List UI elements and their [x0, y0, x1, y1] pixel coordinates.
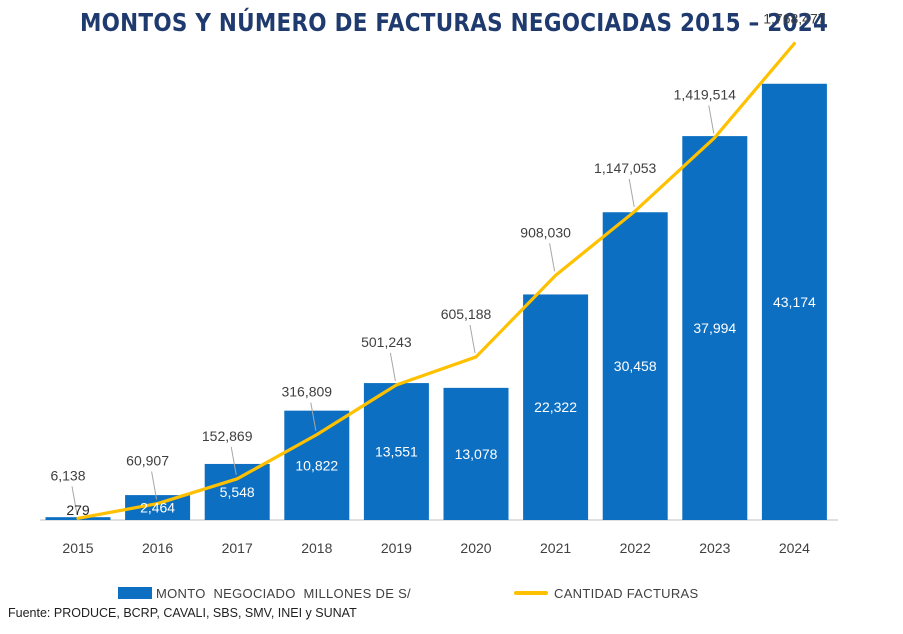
line-series-facturas — [76, 41, 797, 520]
x-tick-label-2020: 2020 — [460, 540, 491, 556]
bar-value-label-2022: 30,458 — [614, 358, 657, 374]
bar-2017 — [204, 463, 270, 520]
leaders-layer — [71, 105, 715, 515]
legend-label-monto: MONTO NEGOCIADO MILLONES DE S/ — [156, 585, 411, 601]
line-value-label-2021: 908,030 — [520, 224, 571, 240]
line-value-label-2023: 1,419,514 — [674, 87, 736, 103]
x-tick-label-2019: 2019 — [381, 540, 412, 556]
line-value-label-2022: 1,147,053 — [594, 160, 656, 176]
leader-line-2015 — [71, 486, 78, 515]
line-value-label-2017: 152,869 — [202, 428, 253, 444]
bar-value-label-2015: 279 — [66, 502, 90, 518]
line-value-label-2015: 6,138 — [50, 467, 85, 483]
bar-2022 — [602, 212, 668, 520]
source-note: Fuente: PRODUCE, BCRP, CAVALI, SBS, SMV,… — [8, 606, 357, 620]
bar-2024 — [761, 83, 827, 521]
bar-value-label-2019: 13,551 — [375, 444, 418, 460]
bar-value-label-2018: 10,822 — [295, 457, 338, 473]
x-tick-label-2022: 2022 — [620, 540, 651, 556]
leader-line-2022 — [628, 178, 635, 208]
legend-swatch-bar — [118, 587, 152, 599]
line-value-label-2020: 605,188 — [441, 306, 492, 322]
leader-line-2023 — [708, 105, 715, 134]
leader-line-2021 — [549, 243, 556, 272]
x-tick-label-2021: 2021 — [540, 540, 571, 556]
line-value-label-2019: 501,243 — [361, 334, 412, 350]
bar-2020 — [443, 387, 509, 520]
bars-layer — [45, 83, 827, 521]
bar-2018 — [284, 410, 350, 520]
bar-2021 — [523, 294, 589, 520]
line-value-label-2024: 1,768,477 — [763, 10, 825, 26]
bar-value-label-2023: 37,994 — [693, 320, 736, 336]
legend-swatch-line — [514, 591, 548, 595]
x-tick-label-2016: 2016 — [142, 540, 173, 556]
line-value-label-2016: 60,907 — [126, 453, 169, 469]
leader-line-2016 — [151, 471, 158, 500]
legend-item-facturas: CANTIDAD FACTURAS — [514, 583, 699, 603]
x-tick-label-2017: 2017 — [222, 540, 253, 556]
bar-value-label-2021: 22,322 — [534, 399, 577, 415]
x-tick-label-2018: 2018 — [301, 540, 332, 556]
legend-label-facturas: CANTIDAD FACTURAS — [554, 585, 699, 601]
legend-item-monto: MONTO NEGOCIADO MILLONES DE S/ — [118, 583, 411, 603]
x-tick-label-2015: 2015 — [62, 540, 93, 556]
line-layer — [76, 41, 797, 520]
labels-layer: 279 2,464 5,548 10,822 13,551 13,078 22,322 30,… — [50, 10, 825, 518]
bar-value-label-2017: 5,548 — [220, 484, 255, 500]
chart-title: MONTOS Y NÚMERO DE FACTURAS NEGOCIADAS 2… — [79, 8, 829, 37]
line-value-label-2018: 316,809 — [281, 384, 332, 400]
x-tick-label-2023: 2023 — [699, 540, 730, 556]
x-tick-label-2024: 2024 — [779, 540, 810, 556]
bar-value-label-2024: 43,174 — [773, 294, 816, 310]
leader-line-2020 — [469, 324, 476, 354]
x-tick-labels: 2015 2016 2017 2018 2019 2020 2021 2022 2023 2024 — [62, 540, 810, 556]
bar-2019 — [363, 383, 429, 520]
bar-value-label-2016: 2,464 — [140, 500, 175, 516]
leader-line-2018 — [310, 402, 317, 431]
leader-line-2017 — [230, 446, 237, 475]
leader-line-2019 — [389, 352, 396, 382]
bar-value-label-2020: 13,078 — [455, 446, 498, 462]
bar-2023 — [682, 136, 748, 520]
